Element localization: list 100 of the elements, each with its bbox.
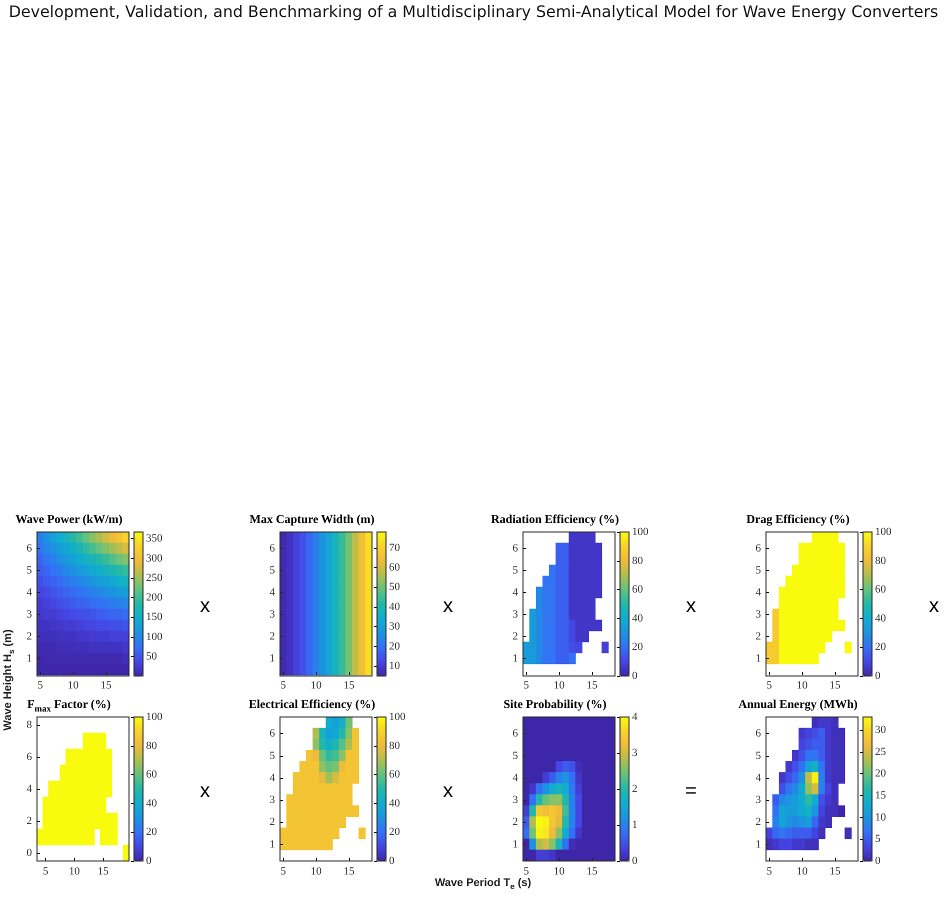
y-tick-label: 1 <box>756 838 761 850</box>
x-tick-label: 10 <box>310 680 322 692</box>
x-tick-label: 5 <box>280 680 287 692</box>
color-bar-label: 60 <box>389 768 400 781</box>
x-axis-title: Wave Period T$_{e}$ (s) <box>434 876 532 894</box>
y-tick-label: 4 <box>512 772 518 784</box>
y-tick-label: 6 <box>26 751 32 763</box>
y-tick-label: 1 <box>512 838 518 850</box>
chart-title: Wave Power (kW/m) <box>15 512 123 526</box>
y-tick-label: 6 <box>756 542 762 554</box>
y-tick-label: 6 <box>512 542 518 554</box>
text: = <box>685 780 697 802</box>
color-bar-label: 20 <box>632 641 644 654</box>
color-bar-label: 1 <box>632 819 638 831</box>
color-bar-label: 2 <box>632 783 638 795</box>
x-tick-label: 5 <box>524 680 530 692</box>
x-tick-label: 10 <box>554 680 566 692</box>
color-bar-label: 40 <box>389 600 400 613</box>
text: x <box>443 780 453 802</box>
text: x <box>929 595 939 617</box>
color-bar-label: 70 <box>389 542 400 554</box>
color-bar-label: 200 <box>146 592 163 604</box>
color-bar-label: 100 <box>389 711 406 723</box>
color-bar-label: 0 <box>146 855 152 867</box>
y-tick-label: 4 <box>756 772 762 784</box>
chart-title: Annual Energy (MWh) <box>738 697 858 711</box>
y-tick-label: 2 <box>26 630 32 642</box>
chart-title: Radiation Efficiency (%) <box>491 512 619 526</box>
color-bar-label: 20 <box>875 768 886 780</box>
x-tick-label: 10 <box>68 866 80 878</box>
y-tick-label: 1 <box>270 652 275 664</box>
color-bar-label: 20 <box>389 640 400 652</box>
y-tick-label: 4 <box>26 783 32 795</box>
y-tick-label: 4 <box>270 772 276 784</box>
y-tick-label: 5 <box>756 564 762 576</box>
color-bar-label: 60 <box>389 562 400 574</box>
x-tick-label: 10 <box>796 866 808 878</box>
y-tick-label: 6 <box>270 728 276 740</box>
text: x <box>443 595 453 617</box>
color-bar-label: 60 <box>146 768 158 781</box>
y-tick-label: 4 <box>270 586 276 598</box>
x-tick-label: 5 <box>766 866 773 878</box>
color-bar-label: 60 <box>875 584 886 596</box>
y-tick-label: 3 <box>270 794 276 806</box>
x-tick-label: 5 <box>766 680 773 692</box>
color-bar-label: 10 <box>389 660 400 672</box>
color-bar-label: 80 <box>632 554 644 567</box>
color-bar-label: 0 <box>389 855 395 867</box>
color-bar-label: 100 <box>146 630 163 643</box>
color-bar-label: 80 <box>146 740 158 752</box>
x-tick-label: 15 <box>100 680 112 692</box>
y-tick-label: 3 <box>26 608 32 620</box>
color-bar-label: 0 <box>632 855 638 867</box>
color-bar-label: 40 <box>875 612 886 624</box>
x-tick-label: 15 <box>344 866 355 878</box>
color-bar-label: 0 <box>632 670 638 682</box>
y-tick-label: 5 <box>512 564 518 576</box>
color-bar-label: 3 <box>632 747 638 759</box>
color-bar-label: 150 <box>146 611 163 624</box>
y-tick-label: 1 <box>26 652 32 664</box>
color-bar-label: 40 <box>389 797 400 810</box>
x-tick-label: 5 <box>38 680 44 692</box>
y-tick-label: 2 <box>270 816 275 828</box>
chart-title: F$_{max}$ Factor (%) <box>27 697 111 716</box>
x-tick-label: 15 <box>830 680 841 692</box>
x-tick-label: 15 <box>586 866 598 878</box>
y-tick-label: 3 <box>756 608 762 620</box>
y-tick-label: 1 <box>512 652 518 664</box>
y-tick-label: 2 <box>512 630 518 642</box>
x-tick-label: 10 <box>310 866 322 878</box>
x-tick-label: 5 <box>524 866 530 878</box>
y-tick-label: 5 <box>270 564 276 576</box>
color-bar-label: 4 <box>632 711 638 723</box>
text: x <box>200 595 210 617</box>
y-tick-label: 2 <box>756 816 761 828</box>
color-bar-label: 100 <box>632 526 649 538</box>
x-tick-label: 15 <box>98 866 110 878</box>
x-tick-label: 10 <box>554 866 566 878</box>
x-tick-label: 15 <box>830 866 841 878</box>
color-bar-label: 350 <box>146 532 163 545</box>
color-bar-label: 30 <box>875 724 886 736</box>
y-tick-label: 5 <box>756 750 762 762</box>
y-tick-label: 2 <box>756 630 761 642</box>
x-tick-label: 5 <box>42 866 49 878</box>
x-tick-label: 5 <box>280 866 287 878</box>
y-tick-label: 6 <box>26 542 32 554</box>
y-tick-label: 8 <box>26 719 32 731</box>
x-tick-label: 15 <box>344 680 355 692</box>
y-tick-label: 4 <box>756 586 762 598</box>
x-tick-label: 10 <box>796 680 808 692</box>
y-tick-label: 6 <box>270 542 276 554</box>
chart-title: Electrical Efficiency (%) <box>248 697 376 711</box>
text: x <box>200 780 210 802</box>
color-bar-label: 30 <box>389 620 400 633</box>
y-tick-label: 4 <box>26 586 32 598</box>
color-bar-label: 5 <box>875 833 881 846</box>
text: x <box>686 595 696 617</box>
chart-title: Site Probability (%) <box>503 697 607 711</box>
color-bar-label: 20 <box>146 826 158 838</box>
color-bar-label: 20 <box>875 641 886 654</box>
